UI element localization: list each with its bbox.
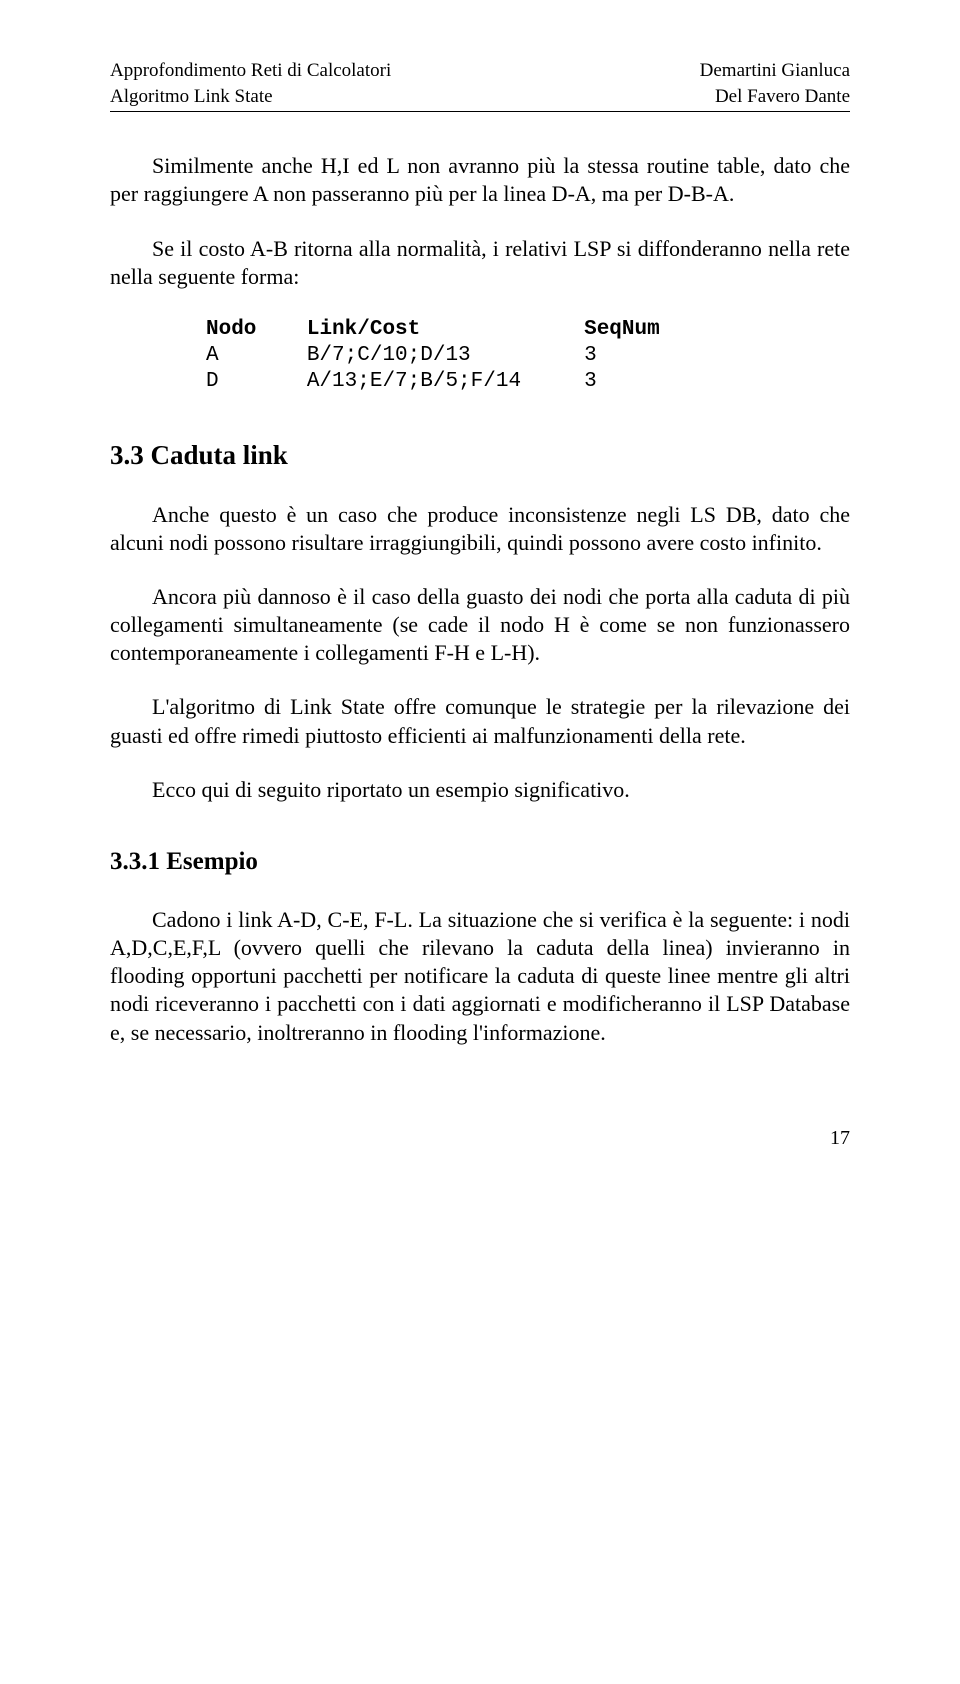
td: D xyxy=(206,370,219,393)
header-right-line2: Del Favero Dante xyxy=(715,86,850,107)
paragraph: Ancora più dannoso è il caso della guast… xyxy=(110,583,850,667)
td: A xyxy=(206,344,219,367)
header-rule xyxy=(110,111,850,112)
td: 3 xyxy=(584,370,597,393)
lsp-table: Nodo Link/Cost SeqNum A B/7;C/10;D/13 3 … xyxy=(206,317,850,396)
td: B/7;C/10;D/13 xyxy=(307,344,471,367)
th-seqnum: SeqNum xyxy=(584,318,660,341)
paragraph: Se il costo A-B ritorna alla normalità, … xyxy=(110,235,850,291)
th-linkcost: Link/Cost xyxy=(307,318,420,341)
paragraph: L'algoritmo di Link State offre comunque… xyxy=(110,693,850,749)
paragraph: Anche questo è un caso che produce incon… xyxy=(110,501,850,557)
header-left-line2: Algoritmo Link State xyxy=(110,86,273,107)
td: A/13;E/7;B/5;F/14 xyxy=(307,370,521,393)
header-right: Demartini Gianluca Del Favero Dante xyxy=(700,58,850,109)
header-right-line1: Demartini Gianluca xyxy=(700,60,850,81)
paragraph: Ecco qui di seguito riportato un esempio… xyxy=(110,776,850,804)
header-left-line1: Approfondimento Reti di Calcolatori xyxy=(110,60,391,81)
paragraph: Similmente anche H,I ed L non avranno pi… xyxy=(110,152,850,208)
section-heading-3-3-1: 3.3.1 Esempio xyxy=(110,848,850,876)
td: 3 xyxy=(584,344,597,367)
paragraph: Cadono i link A-D, C-E, F-L. La situazio… xyxy=(110,906,850,1047)
running-header: Approfondimento Reti di Calcolatori Algo… xyxy=(110,58,850,109)
th-nodo: Nodo xyxy=(206,318,256,341)
header-left: Approfondimento Reti di Calcolatori Algo… xyxy=(110,58,391,109)
section-heading-3-3: 3.3 Caduta link xyxy=(110,440,850,471)
page-number: 17 xyxy=(110,1127,850,1150)
